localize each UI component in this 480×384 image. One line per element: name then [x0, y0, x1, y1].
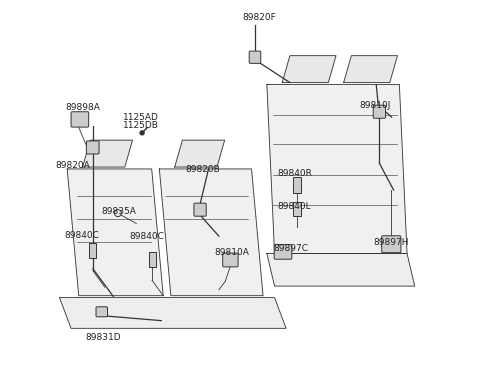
Polygon shape — [67, 169, 163, 296]
FancyBboxPatch shape — [86, 141, 99, 154]
Text: 89898A: 89898A — [65, 103, 100, 112]
FancyBboxPatch shape — [373, 105, 385, 118]
Polygon shape — [83, 140, 132, 167]
Text: 89831D: 89831D — [85, 333, 121, 342]
Polygon shape — [344, 56, 397, 83]
Circle shape — [140, 131, 144, 135]
Polygon shape — [282, 56, 336, 83]
Text: 89897C: 89897C — [274, 244, 309, 253]
Polygon shape — [60, 298, 286, 328]
FancyBboxPatch shape — [249, 51, 261, 63]
Polygon shape — [175, 140, 225, 167]
FancyBboxPatch shape — [274, 245, 292, 259]
Text: 89810J: 89810J — [359, 101, 390, 110]
FancyBboxPatch shape — [223, 253, 238, 267]
FancyBboxPatch shape — [194, 203, 206, 216]
Text: 89810A: 89810A — [214, 248, 249, 257]
Text: 89897H: 89897H — [373, 238, 409, 247]
Polygon shape — [159, 169, 263, 296]
Text: 89840L: 89840L — [277, 202, 311, 211]
Text: 89820B: 89820B — [185, 165, 220, 174]
FancyBboxPatch shape — [96, 307, 108, 317]
Text: 89835A: 89835A — [101, 207, 136, 217]
Bar — [293, 177, 301, 193]
Text: 89820F: 89820F — [242, 13, 276, 22]
Text: 1125AD: 1125AD — [123, 113, 159, 122]
Text: 89840R: 89840R — [277, 169, 312, 178]
Text: 89840C: 89840C — [130, 232, 164, 241]
FancyBboxPatch shape — [71, 112, 89, 127]
Text: 89840C: 89840C — [64, 230, 99, 240]
Bar — [149, 252, 156, 267]
Text: 89820A: 89820A — [55, 161, 90, 170]
Bar — [293, 202, 301, 216]
Bar — [89, 243, 96, 258]
Polygon shape — [267, 253, 415, 286]
FancyBboxPatch shape — [382, 236, 401, 253]
Polygon shape — [267, 84, 407, 253]
Text: 1125DB: 1125DB — [123, 121, 159, 130]
